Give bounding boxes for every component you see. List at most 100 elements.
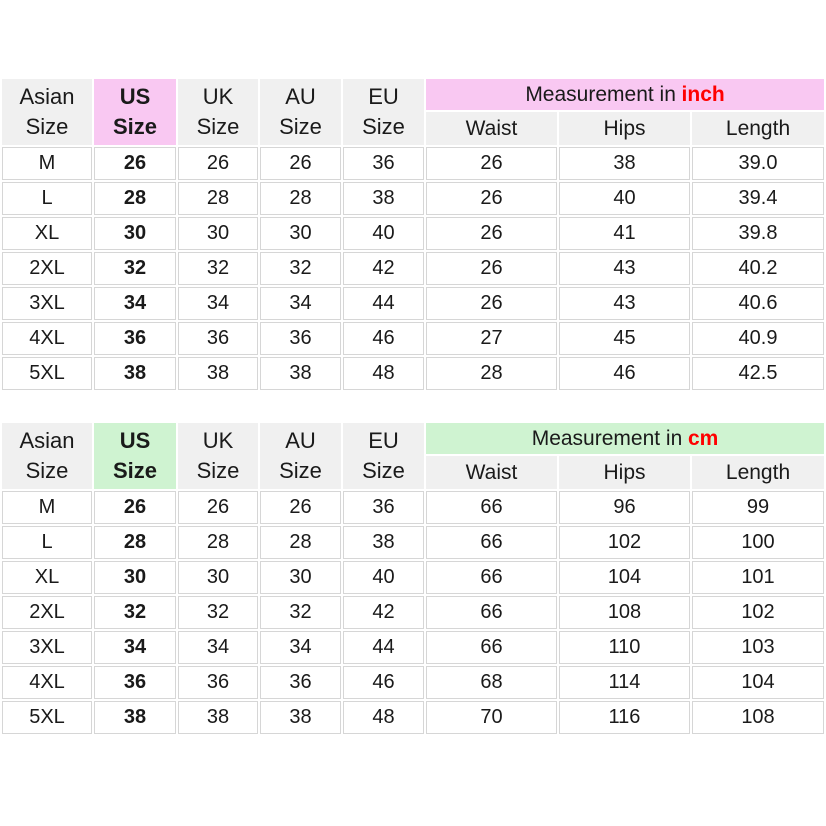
cell-us: 30 (94, 217, 176, 250)
col-header-us-size: US Size (94, 423, 176, 489)
col-header-hips: Hips (559, 456, 690, 489)
cell-us: 30 (94, 561, 176, 594)
cell-asian: 5XL (2, 357, 92, 390)
cell-us: 38 (94, 357, 176, 390)
cell-au: 38 (260, 357, 341, 390)
cell-asian: 3XL (2, 631, 92, 664)
cell-eu: 38 (343, 526, 424, 559)
cell-us: 32 (94, 596, 176, 629)
cell-au: 28 (260, 182, 341, 215)
cell-uk: 38 (178, 357, 258, 390)
measurement-label: Measurement in (531, 426, 683, 450)
table-row: M 26 26 26 36 66 96 99 (2, 491, 825, 524)
cell-length: 108 (692, 701, 825, 734)
cell-length: 100 (692, 526, 825, 559)
cell-au: 34 (260, 287, 341, 320)
cell-asian: XL (2, 217, 92, 250)
cell-eu: 36 (343, 147, 424, 180)
cell-waist: 66 (426, 491, 557, 524)
cell-asian: 4XL (2, 666, 92, 699)
header-row-sub: Waist Hips Length (2, 456, 825, 489)
col-header-asian-size: Asian Size (2, 423, 92, 489)
cell-au: 38 (260, 701, 341, 734)
cell-uk: 28 (178, 182, 258, 215)
table-row: 4XL 36 36 36 46 68 114 104 (2, 666, 825, 699)
cell-us: 38 (94, 701, 176, 734)
table-row: 2XL 32 32 32 42 26 43 40.2 (2, 252, 825, 285)
cell-length: 40.9 (692, 322, 825, 355)
measurement-label: Measurement in (525, 82, 676, 106)
table-row: 3XL 34 34 34 44 26 43 40.6 (2, 287, 825, 320)
cell-waist: 66 (426, 561, 557, 594)
table-row: L 28 28 28 38 26 40 39.4 (2, 182, 825, 215)
cell-us: 28 (94, 526, 176, 559)
col-header-waist: Waist (426, 456, 557, 489)
measurement-header: Measurement in cm (426, 423, 825, 454)
table-row: 5XL 38 38 38 48 70 116 108 (2, 701, 825, 734)
cell-waist: 26 (426, 182, 557, 215)
cell-eu: 36 (343, 491, 424, 524)
cell-au: 30 (260, 217, 341, 250)
col-header-waist: Waist (426, 112, 557, 145)
size-chart-page: Asian Size US Size UK Size AU Size EU Si… (0, 79, 826, 736)
cell-uk: 38 (178, 701, 258, 734)
table-row: 4XL 36 36 36 46 27 45 40.9 (2, 322, 825, 355)
header-row-sub: Waist Hips Length (2, 112, 825, 145)
cell-eu: 44 (343, 631, 424, 664)
cell-waist: 27 (426, 322, 557, 355)
table-row: L 28 28 28 38 66 102 100 (2, 526, 825, 559)
measurement-unit-label: cm (687, 426, 719, 450)
col-header-uk-size: UK Size (178, 423, 258, 489)
cell-eu: 48 (343, 701, 424, 734)
cell-asian: L (2, 182, 92, 215)
cell-uk: 34 (178, 287, 258, 320)
cell-au: 28 (260, 526, 341, 559)
cell-waist: 66 (426, 526, 557, 559)
cell-asian: 3XL (2, 287, 92, 320)
cell-asian: M (2, 491, 92, 524)
col-header-asian-size: Asian Size (2, 79, 92, 145)
cell-uk: 26 (178, 491, 258, 524)
col-header-au-size: AU Size (260, 79, 341, 145)
cell-eu: 40 (343, 217, 424, 250)
cell-eu: 40 (343, 561, 424, 594)
col-header-uk-size: UK Size (178, 79, 258, 145)
table-row: XL 30 30 30 40 26 41 39.8 (2, 217, 825, 250)
cell-hips: 96 (559, 491, 690, 524)
cell-waist: 68 (426, 666, 557, 699)
size-chart-cm-table: Asian Size US Size UK Size AU Size EU Si… (0, 421, 826, 736)
cell-hips: 43 (559, 287, 690, 320)
cell-length: 99 (692, 491, 825, 524)
cell-eu: 42 (343, 596, 424, 629)
cell-eu: 46 (343, 666, 424, 699)
header-row-main: Asian Size US Size UK Size AU Size EU Si… (2, 79, 825, 145)
cell-hips: 45 (559, 322, 690, 355)
cell-length: 104 (692, 666, 825, 699)
table-row: M 26 26 26 36 26 38 39.0 (2, 147, 825, 180)
cell-us: 34 (94, 631, 176, 664)
cell-uk: 26 (178, 147, 258, 180)
cell-asian: M (2, 147, 92, 180)
cell-hips: 43 (559, 252, 690, 285)
cell-hips: 110 (559, 631, 690, 664)
cell-eu: 44 (343, 287, 424, 320)
cell-length: 103 (692, 631, 825, 664)
cell-hips: 46 (559, 357, 690, 390)
col-header-length: Length (692, 112, 825, 145)
col-header-eu-size: EU Size (343, 79, 424, 145)
cell-waist: 26 (426, 217, 557, 250)
cell-au: 26 (260, 147, 341, 180)
cell-uk: 36 (178, 666, 258, 699)
cell-us: 26 (94, 147, 176, 180)
cell-au: 26 (260, 491, 341, 524)
cell-au: 36 (260, 666, 341, 699)
cell-hips: 102 (559, 526, 690, 559)
cell-waist: 28 (426, 357, 557, 390)
cell-hips: 104 (559, 561, 690, 594)
cell-hips: 108 (559, 596, 690, 629)
cell-hips: 38 (559, 147, 690, 180)
cell-hips: 40 (559, 182, 690, 215)
cell-length: 102 (692, 596, 825, 629)
cell-waist: 26 (426, 287, 557, 320)
cell-us: 32 (94, 252, 176, 285)
